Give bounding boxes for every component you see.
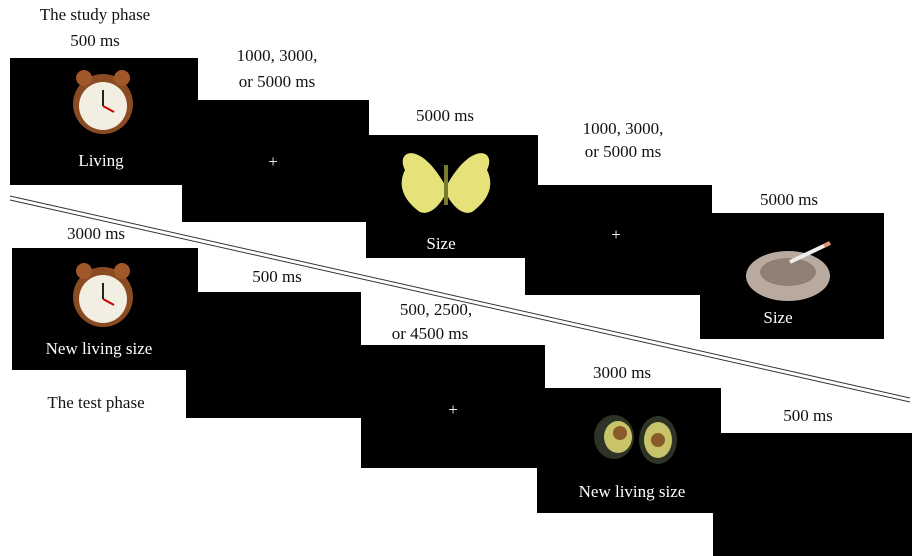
duration: 1000, 3000, xyxy=(583,119,664,138)
caption: Size xyxy=(763,308,792,327)
frame xyxy=(713,433,912,556)
caption: New living size xyxy=(46,339,153,358)
divider xyxy=(9,199,911,403)
caption: Size xyxy=(426,234,455,253)
ashtray-icon xyxy=(746,241,831,301)
duration: or 5000 ms xyxy=(239,72,316,91)
frame xyxy=(182,100,369,222)
duration: 1000, 3000, xyxy=(237,46,318,65)
caption: + xyxy=(268,152,278,171)
clock-icon xyxy=(73,263,133,327)
duration: 5000 ms xyxy=(760,190,818,209)
butterfly-icon xyxy=(401,153,491,213)
divider xyxy=(9,195,911,399)
frame xyxy=(361,345,545,468)
caption: New living size xyxy=(579,482,686,501)
phase-title: The test phase xyxy=(47,393,144,412)
avocado-icon xyxy=(594,415,677,464)
frame xyxy=(186,292,361,418)
phase-title: The study phase xyxy=(40,5,150,24)
duration: or 4500 ms xyxy=(392,324,469,343)
duration: 3000 ms xyxy=(593,363,651,382)
duration: 500 ms xyxy=(252,267,302,286)
caption: Living xyxy=(78,151,124,170)
caption: + xyxy=(611,225,621,244)
duration: 3000 ms xyxy=(67,224,125,243)
clock-icon xyxy=(73,70,133,134)
duration: 500 ms xyxy=(783,406,833,425)
duration: 500, 2500, xyxy=(400,300,472,319)
duration: or 5000 ms xyxy=(585,142,662,161)
frame xyxy=(525,185,712,295)
duration: 500 ms xyxy=(70,31,120,50)
duration: 5000 ms xyxy=(416,106,474,125)
caption: + xyxy=(448,400,458,419)
